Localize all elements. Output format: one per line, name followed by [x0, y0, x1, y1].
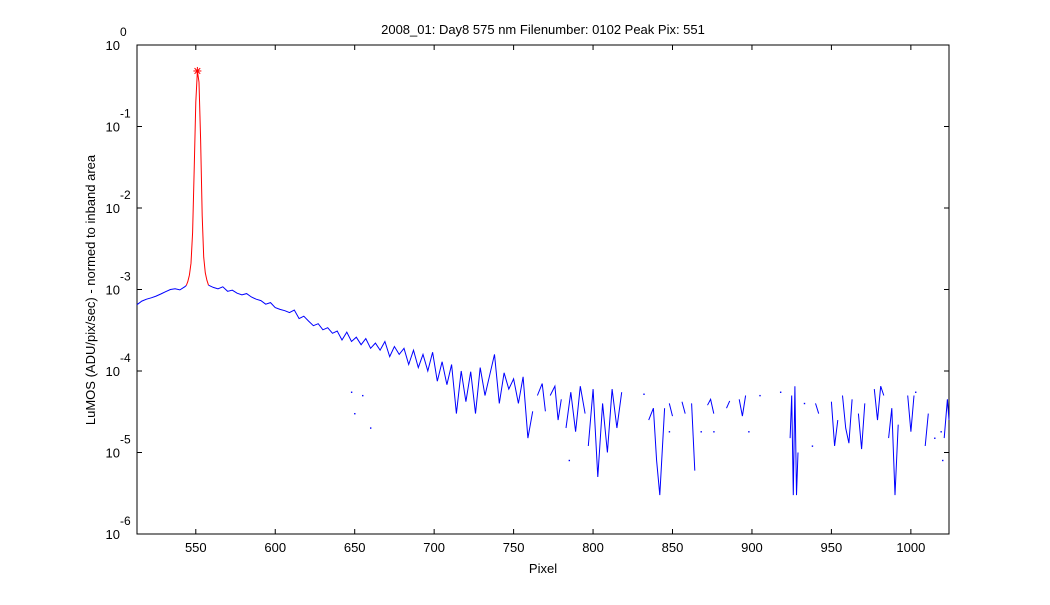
y-tick-label-base: 10: [106, 446, 120, 461]
y-tick-label-exponent: -4: [120, 351, 131, 365]
x-tick-label: 750: [503, 540, 525, 555]
spectrum-point: [748, 431, 750, 433]
spectrum-point: [643, 393, 645, 395]
plot-area: [136, 44, 950, 535]
spectrum-point: [811, 445, 814, 447]
x-tick-label: 650: [344, 540, 366, 555]
x-axis-label: Pixel: [529, 561, 557, 576]
spectrum-series-line: [789, 386, 799, 496]
spectrum-point: [362, 394, 364, 397]
spectrum-series-line: [857, 403, 866, 450]
x-tick-label: 950: [821, 540, 843, 555]
y-tick-label-exponent: -1: [120, 107, 131, 121]
y-tick-label-exponent: -2: [120, 188, 131, 202]
marker-layer: [193, 66, 202, 75]
x-tick-label: 700: [423, 540, 445, 555]
spectrum-series-line: [565, 386, 586, 432]
spectrum-series-line: [842, 395, 853, 444]
spectrum-series-line: [943, 399, 950, 439]
y-tick-label-base: 10: [106, 283, 120, 298]
x-tick-label: 550: [185, 540, 207, 555]
spectrum-series-line: [668, 403, 673, 417]
spectrum-point: [915, 391, 917, 393]
spectrum-series-line: [648, 408, 666, 496]
y-tick-label-base: 10: [106, 527, 120, 542]
spectrum-point: [713, 431, 715, 433]
spectrum-series-line: [136, 285, 187, 306]
spectrum-point: [350, 391, 353, 393]
y-tick-label-exponent: -3: [120, 270, 131, 284]
y-tick-label-exponent: -6: [120, 514, 131, 528]
spectrum-point: [934, 437, 936, 439]
spectrum-series-line: [907, 395, 915, 432]
x-axis-ticks: 550 600 650 700 750 800 850 900 950 1000: [185, 45, 925, 555]
y-tick-label-base: 10: [106, 201, 120, 216]
x-tick-label: 900: [741, 540, 763, 555]
spectrum-point: [700, 431, 702, 433]
peak-marker-stroke: [194, 67, 201, 75]
chart-title: 2008_01: Day8 575 nm Filenumber: 0102 Pe…: [381, 22, 705, 37]
spectrum-series-line: [587, 389, 623, 478]
y-tick-label-base: 10: [106, 120, 120, 135]
spectrum-point: [354, 413, 356, 415]
y-tick-label-base: 10: [106, 364, 120, 379]
spectrum-series-line: [815, 403, 820, 414]
spectrum-series-line: [726, 400, 731, 409]
x-tick-label: 850: [662, 540, 684, 555]
spectrum-series-line: [707, 397, 715, 414]
spectrum-point: [568, 459, 571, 462]
spectrum-point: [942, 459, 944, 462]
y-tick-label-exponent: 0: [120, 25, 127, 39]
x-tick-label: 600: [264, 540, 286, 555]
x-tick-label: 1000: [896, 540, 925, 555]
series-layer: [136, 70, 950, 496]
spectrum-series-line: [536, 383, 546, 412]
spectrum-point: [779, 391, 782, 393]
y-tick-label-base: 10: [106, 38, 120, 53]
spectrum-series-line: [873, 386, 885, 421]
spectrum-point: [759, 394, 761, 397]
spectrum-series-line: [681, 401, 686, 414]
spectrum-series-line: [738, 395, 747, 417]
spectrum-series-line: [830, 401, 839, 447]
spectrum-point: [668, 431, 671, 433]
spectrum-series-line: [888, 408, 899, 496]
y-tick-label-exponent: -5: [120, 433, 131, 447]
spectrum-point: [940, 431, 942, 433]
spectrum-series-line: [208, 284, 534, 439]
spectrum-series-line: [549, 384, 562, 421]
spectrum-point: [369, 427, 372, 429]
spectrum-point: [803, 402, 806, 405]
x-tick-label: 800: [582, 540, 604, 555]
y-axis-label: LuMOS (ADU/pix/sec) - normed to inband a…: [83, 154, 98, 425]
spectrum-series-line: [924, 413, 929, 447]
spectrum-series-line: [691, 403, 696, 471]
